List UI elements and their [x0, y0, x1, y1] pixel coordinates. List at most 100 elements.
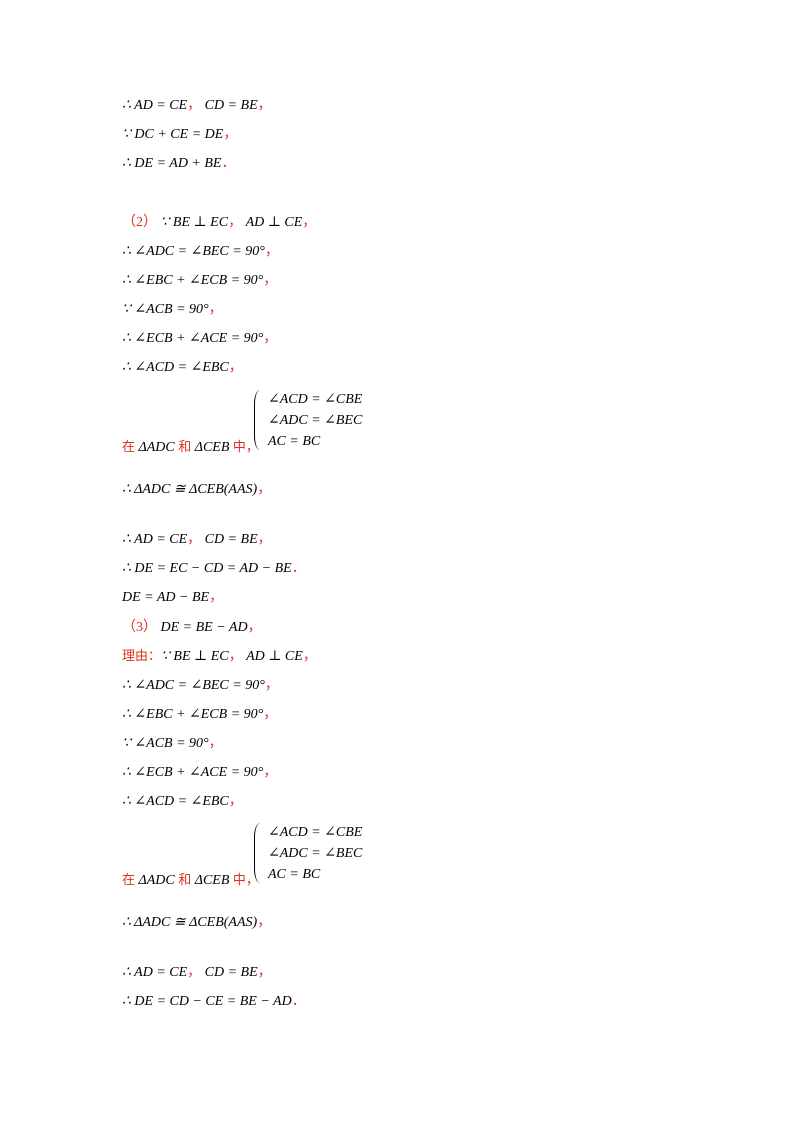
math-expr: CD = BE [204, 965, 258, 980]
proof-line: 在 ΔADC 和 ΔCEB 中， [122, 439, 259, 457]
cn-text: 和 [178, 873, 192, 888]
equation-system: ∠ACD = ∠CBE ∠ADC = ∠BEC AC = BC [254, 822, 363, 885]
proof-line: ∴ ∠EBC + ∠ECB = 90°， [122, 706, 277, 724]
math-expr: DE = AD − BE [122, 590, 210, 605]
equation-system: ∠ACD = ∠CBE ∠ADC = ∠BEC AC = BC [254, 389, 363, 452]
proof-line: ∴ ∠ACD = ∠EBC， [122, 359, 243, 377]
math-expr: ∴ ∠ACD = ∠EBC [122, 794, 229, 809]
proof-line: （2） ∵ BE ⊥ EC， AD ⊥ CE， [122, 214, 316, 232]
math-expr: ∴ ∠ECB + ∠ACE = 90° [122, 331, 264, 346]
math-expr: CD = BE [204, 98, 258, 113]
punct: ， [257, 965, 272, 980]
punct: ， [187, 98, 202, 113]
cn-text: 在 [122, 873, 136, 888]
cn-text: 在 [122, 440, 136, 455]
punct: ， [263, 707, 278, 722]
math-expr: AD ⊥ CE [245, 215, 303, 230]
cn-text: 和 [178, 440, 192, 455]
proof-line: ∴ ∠ADC = ∠BEC = 90°， [122, 243, 279, 261]
math-expr: AD ⊥ CE [246, 649, 303, 664]
system-row: ∠ADC = ∠BEC [268, 413, 363, 428]
system-row: ∠ACD = ∠CBE [268, 392, 363, 407]
punct: ， [247, 620, 262, 635]
part-label: （3） [122, 620, 157, 635]
proof-line: ∴ ΔADC ≅ ΔCEB(AAS)， [122, 914, 271, 932]
proof-line: ∴ AD = CE， CD = BE， [122, 964, 272, 982]
punct: ， [209, 590, 224, 605]
math-expr: ∴ ∠EBC + ∠ECB = 90° [122, 707, 264, 722]
punct: ， [302, 649, 317, 664]
proof-line: DE = AD − BE， [122, 589, 223, 607]
punct: ， [257, 532, 272, 547]
system-row: AC = BC [268, 434, 321, 449]
punct: ， [302, 215, 317, 230]
proof-line: ∴ ΔADC ≅ ΔCEB(AAS)， [122, 481, 271, 499]
left-brace [254, 823, 261, 883]
punct: ， [264, 244, 279, 259]
math-expr: ∵ ∠ACB = 90° [122, 736, 209, 751]
math-expr: ∵ BE ⊥ EC [161, 649, 229, 664]
system-row: ∠ADC = ∠BEC [268, 846, 363, 861]
proof-line: ∴ ∠EBC + ∠ECB = 90°， [122, 272, 277, 290]
punct: ， [187, 532, 202, 547]
punct: ， [187, 965, 202, 980]
math-expr: ∴ DE = AD + BE [122, 156, 222, 171]
system-row: ∠ACD = ∠CBE [268, 825, 363, 840]
proof-line: ∵ ∠ACB = 90°， [122, 735, 223, 753]
math-expr: ΔCEB [194, 873, 230, 888]
punct: ， [208, 302, 223, 317]
part-label: （2） [122, 215, 157, 230]
punct: ， [228, 649, 243, 664]
proof-line: ∴ ∠ADC = ∠BEC = 90°， [122, 677, 279, 695]
proof-line: ∴ AD = CE， CD = BE， [122, 531, 272, 549]
math-expr: ∵ DC + CE = DE [122, 127, 224, 142]
proof-line: ∴ ∠ECB + ∠ACE = 90°， [122, 330, 277, 348]
proof-line: ∴ ∠ACD = ∠EBC， [122, 793, 243, 811]
math-expr: ∴ ΔADC ≅ ΔCEB(AAS) [122, 915, 258, 930]
cn-text: 理由： [122, 649, 162, 664]
proof-line: ∴ DE = CD − CE = BE − AD． [122, 993, 306, 1011]
math-expr: DE = BE − AD [160, 620, 248, 635]
math-expr: CD = BE [204, 532, 258, 547]
proof-line: （3） DE = BE − AD， [122, 619, 262, 637]
punct: ， [263, 331, 278, 346]
math-expr: ΔCEB [194, 440, 230, 455]
proof-line: ∵ ∠ACB = 90°， [122, 301, 223, 319]
math-expr: ΔADC [138, 440, 175, 455]
punct: ， [264, 678, 279, 693]
punct: ． [291, 561, 306, 576]
punct: ， [257, 482, 272, 497]
punct: ． [291, 994, 306, 1009]
left-brace [254, 390, 261, 450]
proof-line: ∴ AD = CE， CD = BE， [122, 97, 272, 115]
math-expr: ∴ ∠ADC = ∠BEC = 90° [122, 244, 265, 259]
math-expr: ∵ ∠ACB = 90° [122, 302, 209, 317]
math-expr: ∴ DE = EC − CD = AD − BE [122, 561, 292, 576]
punct: ， [228, 215, 243, 230]
punct: ， [263, 765, 278, 780]
math-expr: ∴ AD = CE [122, 532, 188, 547]
punct: ． [221, 156, 236, 171]
system-row: AC = BC [268, 867, 321, 882]
math-expr: ∴ ∠ECB + ∠ACE = 90° [122, 765, 264, 780]
math-expr: ∴ AD = CE [122, 965, 188, 980]
math-expr: ∴ DE = CD − CE = BE − AD [122, 994, 292, 1009]
proof-line: 在 ΔADC 和 ΔCEB 中， [122, 872, 259, 890]
cn-text: 中， [232, 440, 259, 455]
punct: ， [257, 98, 272, 113]
math-expr: ∴ AD = CE [122, 98, 188, 113]
math-expr: ∴ ∠EBC + ∠ECB = 90° [122, 273, 264, 288]
math-expr: ∴ ΔADC ≅ ΔCEB(AAS) [122, 482, 258, 497]
proof-line: ∵ DC + CE = DE， [122, 126, 237, 144]
math-expr: ∵ BE ⊥ EC [160, 215, 229, 230]
proof-line: ∴ ∠ECB + ∠ACE = 90°， [122, 764, 277, 782]
math-expr: ∴ ∠ADC = ∠BEC = 90° [122, 678, 265, 693]
math-expr: ΔADC [138, 873, 175, 888]
punct: ， [208, 736, 223, 751]
punct: ， [228, 360, 243, 375]
proof-line: ∴ DE = EC − CD = AD − BE． [122, 560, 306, 578]
math-expr: ∴ ∠ACD = ∠EBC [122, 360, 229, 375]
punct: ， [257, 915, 272, 930]
punct: ， [223, 127, 238, 142]
proof-line: ∴ DE = AD + BE． [122, 155, 235, 173]
